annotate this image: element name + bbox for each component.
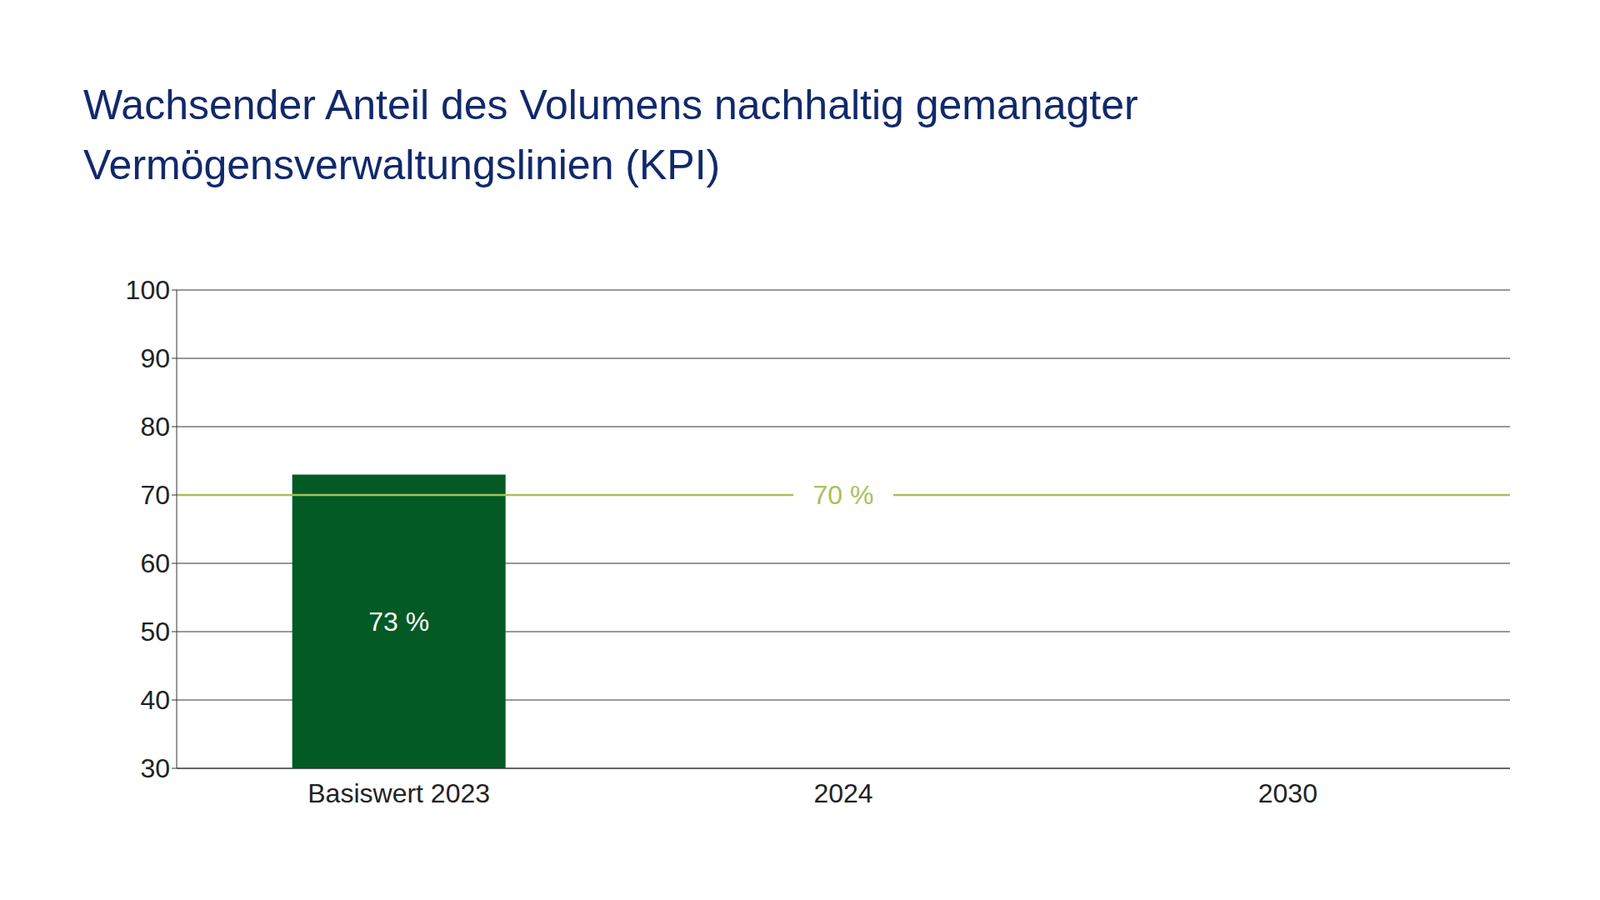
svg-text:73 %: 73 % [368,606,430,637]
svg-text:80: 80 [140,411,170,442]
svg-text:2024: 2024 [813,778,873,809]
svg-text:40: 40 [140,685,170,715]
svg-text:100: 100 [125,275,170,305]
svg-text:30: 30 [140,753,170,784]
svg-text:90: 90 [140,343,170,374]
svg-text:Basiswert 2023: Basiswert 2023 [307,778,490,809]
svg-text:70: 70 [140,480,170,510]
svg-text:60: 60 [140,548,170,579]
html-text:Wachsender Anteil des Volumens: Wachsender Anteil des Volumens nachhalti… [83,81,1138,189]
svg-text:2030: 2030 [1258,778,1318,809]
svg-text:70 %: 70 % [813,480,875,510]
svg-text:50: 50 [140,616,170,647]
